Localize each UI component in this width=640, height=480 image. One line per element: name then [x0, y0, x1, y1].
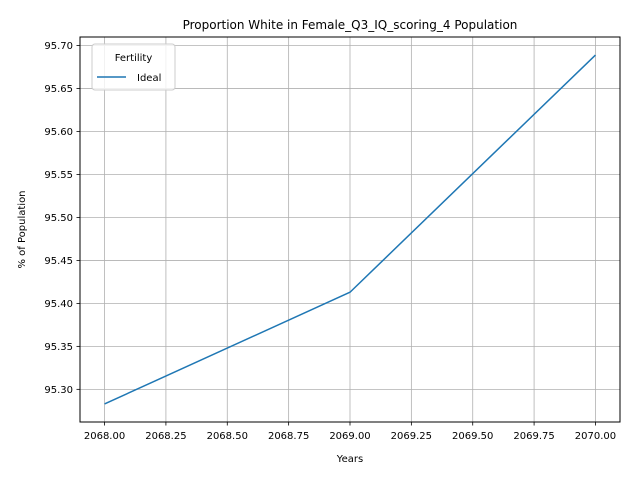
- y-tick-label: 95.55: [44, 170, 73, 181]
- x-tick-label: 2069.50: [452, 431, 493, 442]
- chart-title: Proportion White in Female_Q3_IQ_scoring…: [183, 18, 518, 32]
- y-axis-label: % of Population: [17, 190, 28, 268]
- x-axis-label: Years: [336, 454, 363, 465]
- x-tick-label: 2070.00: [575, 431, 616, 442]
- x-tick-label: 2069.75: [513, 431, 554, 442]
- x-tick-label: 2069.25: [391, 431, 432, 442]
- legend-label-ideal: Ideal: [137, 73, 161, 84]
- y-tick-label: 95.60: [44, 127, 73, 138]
- series-layer: [104, 54, 596, 405]
- y-tick-label: 95.65: [44, 84, 73, 95]
- x-tick-label: 2068.50: [207, 431, 248, 442]
- y-tick-label: 95.40: [44, 299, 73, 310]
- y-tick-label: 95.30: [44, 385, 73, 396]
- legend: Fertility Ideal: [91, 43, 176, 91]
- y-axis-ticks: 95.30 95.35 95.40 95.45 95.50 95.55 95.60 95.65…: [44, 41, 80, 396]
- x-tick-label: 2068.75: [268, 431, 309, 442]
- grid-lines: [80, 37, 620, 422]
- legend-title: Fertility: [115, 53, 153, 64]
- y-tick-label: 95.35: [44, 342, 73, 353]
- x-tick-label: 2068.00: [84, 431, 125, 442]
- y-tick-label: 95.70: [44, 41, 73, 52]
- x-tick-label: 2069.00: [329, 431, 370, 442]
- series-line-ideal: [104, 54, 596, 405]
- x-axis-ticks: 2068.00 2068.25 2068.50 2068.75 2069.00 2069.…: [84, 422, 616, 442]
- y-tick-label: 95.45: [44, 256, 73, 267]
- legend-box: [91, 43, 176, 91]
- x-tick-label: 2068.25: [145, 431, 186, 442]
- y-tick-label: 95.50: [44, 213, 73, 224]
